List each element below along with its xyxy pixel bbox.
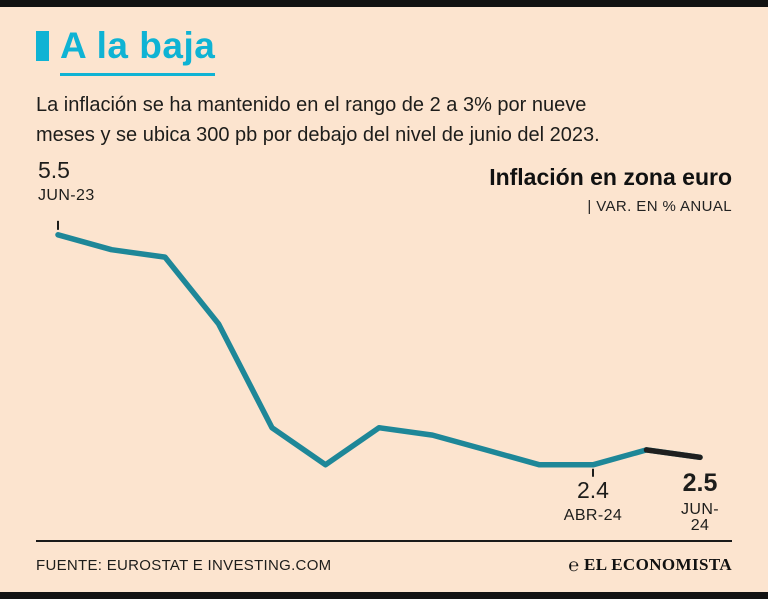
subtitle-text: La inflación se ha mantenido en el rango…: [36, 94, 600, 146]
chart-title: Inflación en zona euro: [489, 164, 732, 190]
data-label-value: 2.5: [682, 469, 718, 498]
chart-subtitle: | VAR. EN % ANUAL: [587, 198, 732, 215]
chart-plot: 5.5 JUN-23 2.4 ABR-24 2.5 JUN-24: [36, 158, 736, 533]
data-label-value: 2.4: [577, 476, 609, 503]
brand-logo: ℮ EL ECONOMISTA: [568, 555, 732, 575]
chart-title-block: Inflación en zona euro | VAR. EN % ANUAL: [489, 164, 732, 215]
content: A la baja La inflación se ha mantenido e…: [0, 7, 768, 592]
footer-divider: [36, 540, 732, 542]
latest-segment-highlight: [643, 447, 703, 461]
data-label-abr-24: 2.4 ABR-24: [563, 476, 623, 524]
data-label-date: JUN-23: [38, 186, 95, 204]
header: A la baja: [36, 27, 732, 76]
estimated-e-icon: ℮: [568, 555, 579, 575]
data-label-date: JUN-24: [680, 501, 720, 535]
inflation-line-chart: [55, 220, 703, 477]
data-label-jun-23: 5.5 JUN-23: [38, 156, 95, 204]
bottom-border: [0, 592, 768, 599]
top-border: [0, 0, 768, 7]
source-text: FUENTE: EUROSTAT E INVESTING.COM: [36, 556, 332, 574]
data-label-date: ABR-24: [563, 506, 623, 524]
chart-area: Inflación en zona euro | VAR. EN % ANUAL…: [36, 150, 732, 540]
brand-name: EL ECONOMISTA: [584, 555, 732, 574]
page-title: A la baja: [60, 27, 216, 76]
inflation-series-line: [55, 232, 703, 468]
data-label-value: 5.5: [38, 156, 70, 183]
footer: FUENTE: EUROSTAT E INVESTING.COM ℮ EL EC…: [36, 542, 732, 575]
title-marker: [36, 31, 49, 61]
data-label-jun-24: 2.5 JUN-24: [681, 471, 719, 534]
